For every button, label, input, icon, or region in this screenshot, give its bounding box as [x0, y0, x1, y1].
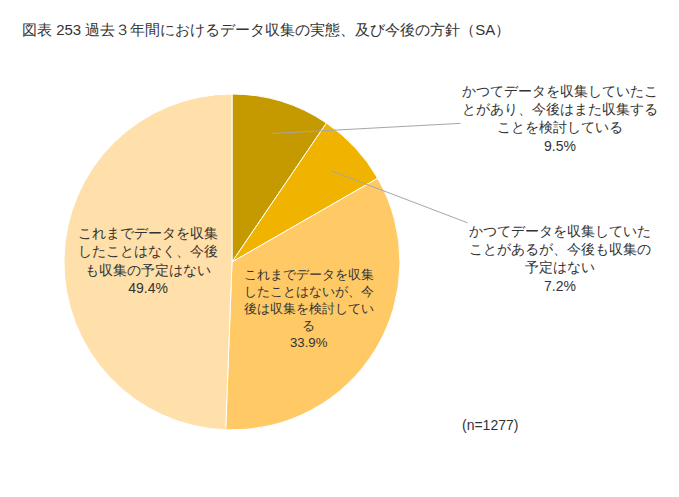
svg-text:図表 253 過去３年間におけるデータ収集の実態、及び今後の: 図表 253 過去３年間におけるデータ収集の実態、及び今後の方針（SA） [22, 21, 510, 38]
svg-text:かつてデータを収集していたことがあるが、今後も収集の予定はな: かつてデータを収集していたことがあるが、今後も収集の予定はない7.2% [469, 223, 651, 294]
svg-text:これまでデータを収集したことはないが、今後は収集を検討してい: これまでデータを収集したことはないが、今後は収集を検討している33.9% [244, 267, 374, 351]
svg-text:かつてデータを収集していたことがあり、今後はまた収集すること: かつてデータを収集していたことがあり、今後はまた収集することを検討している9.5… [462, 83, 658, 154]
svg-text:(n=1277): (n=1277) [462, 417, 518, 433]
svg-text:これまでデータを収集したことはなく、今後も収集の予定はない4: これまでデータを収集したことはなく、今後も収集の予定はない49.4% [78, 225, 218, 296]
